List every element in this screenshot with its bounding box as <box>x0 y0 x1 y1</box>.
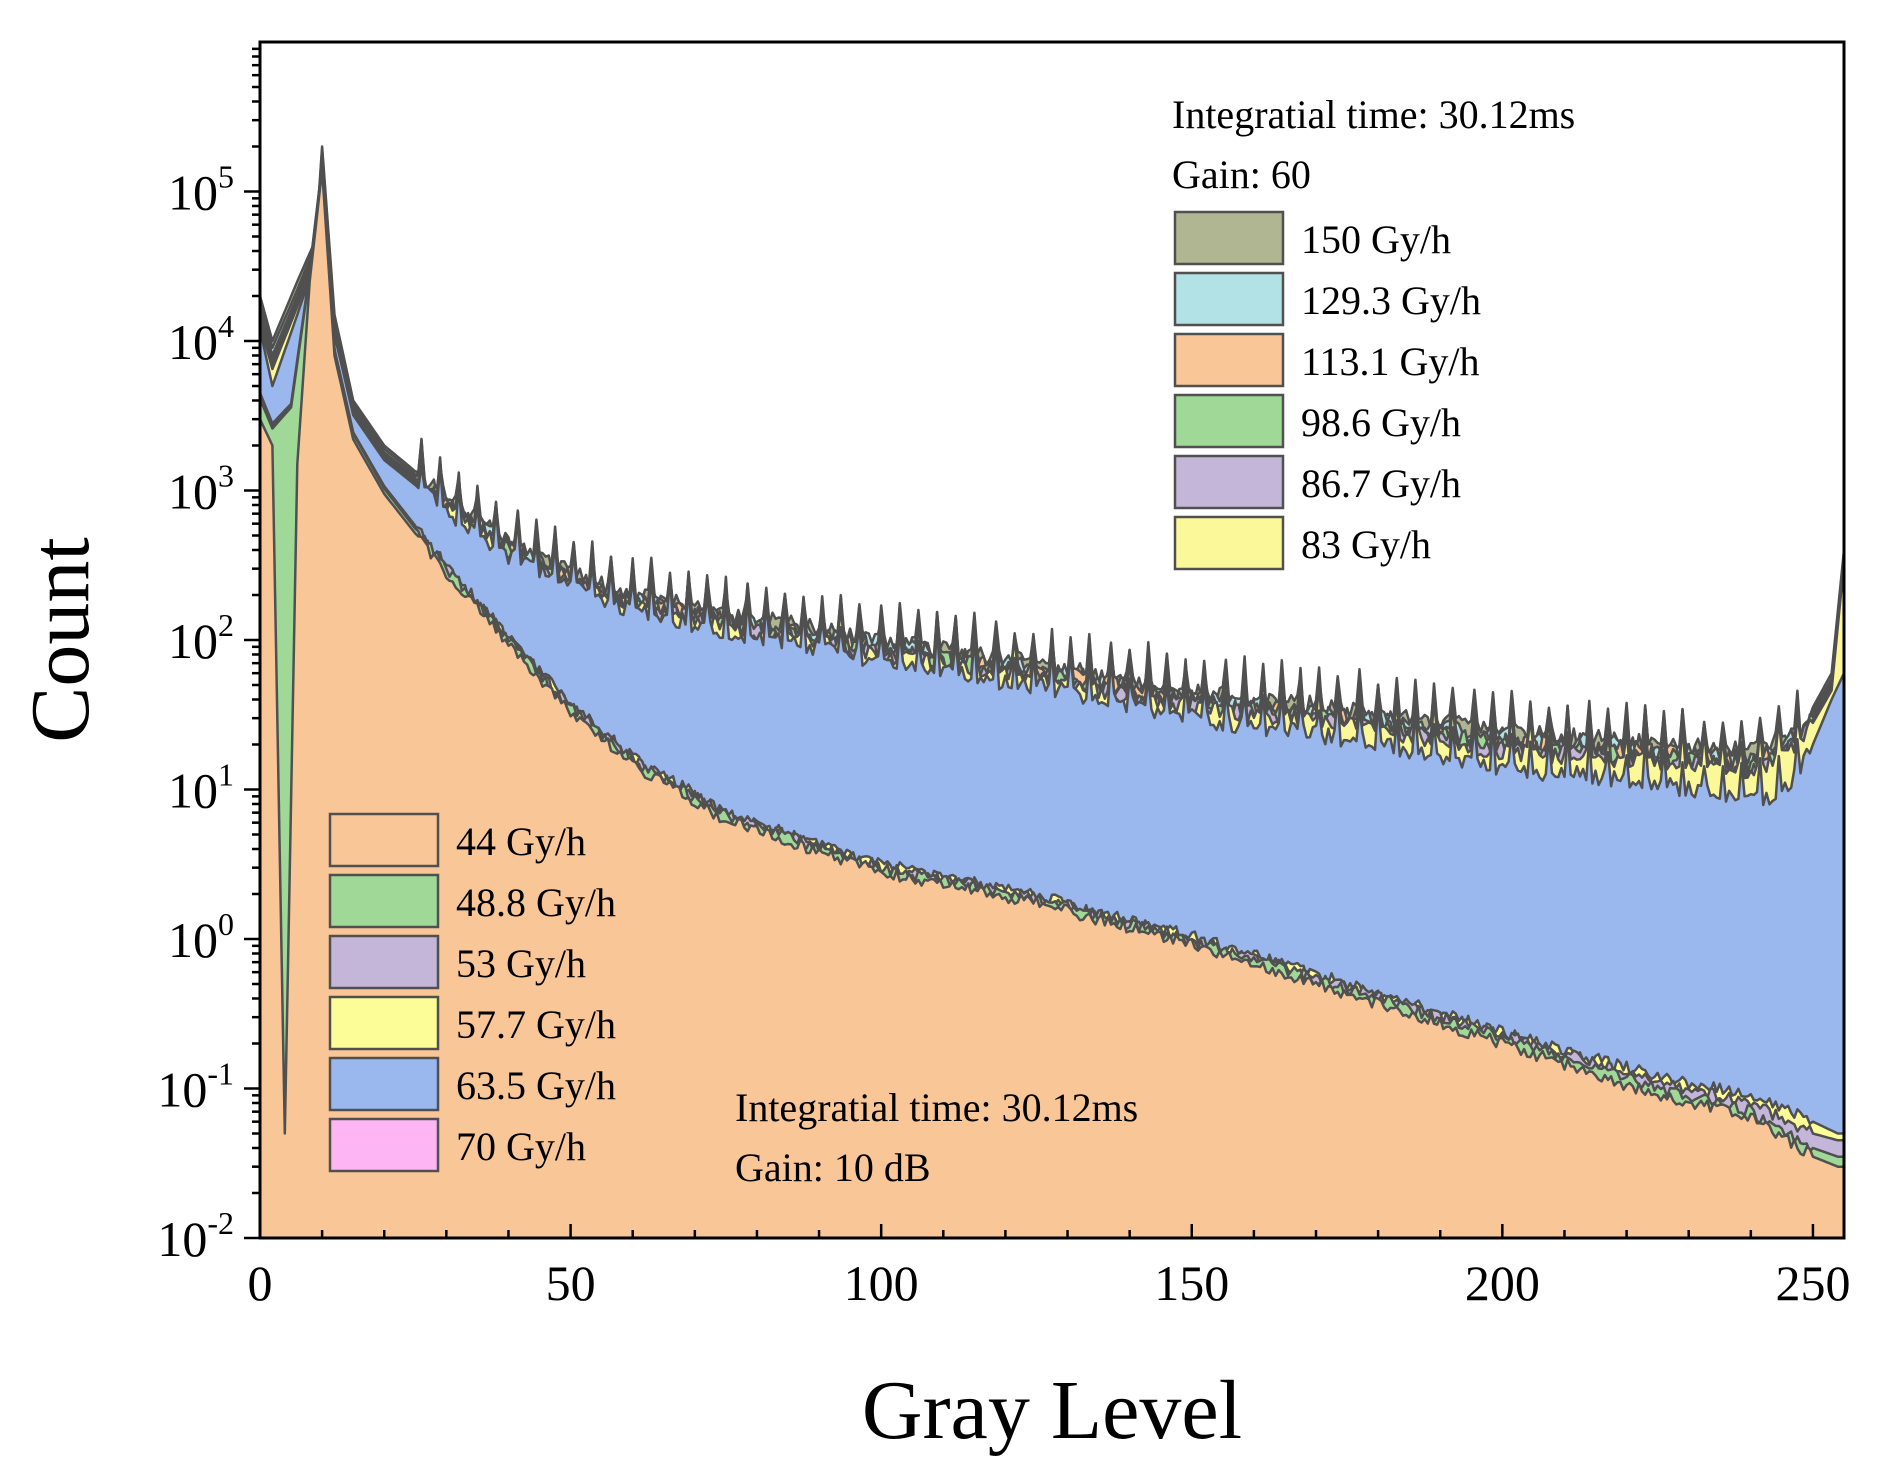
area-series-group <box>260 145 1844 1238</box>
legend-swatch <box>328 1117 440 1173</box>
legend-swatch <box>328 1056 440 1112</box>
y-tick-label: 10-1 <box>157 1056 234 1118</box>
legend-swatch <box>1173 454 1285 510</box>
legend-swatch <box>328 873 440 929</box>
x-tick-label: 250 <box>1775 1255 1850 1311</box>
legend-swatch <box>1173 393 1285 449</box>
legend-bottom: 44 Gy/h 48.8 Gy/h 53 Gy/h 57.7 Gy/h 63.5 Gy/… <box>328 812 616 1173</box>
annotation-top-line1: Integratial time: 30.12ms <box>1172 92 1575 137</box>
y-tick-label: 100 <box>168 906 234 968</box>
y-tick-label: 102 <box>168 607 234 669</box>
annotation-bottom-line2: Gain: 10 dB <box>735 1145 931 1190</box>
y-tick-label: 104 <box>168 308 234 370</box>
x-tick-label: 0 <box>248 1255 273 1311</box>
x-tick-label: 100 <box>844 1255 919 1311</box>
legend-label: 48.8 Gy/h <box>456 880 616 925</box>
legend-swatch <box>328 995 440 1051</box>
legend-label: 98.6 Gy/h <box>1301 400 1461 445</box>
legend-label: 150 Gy/h <box>1301 217 1451 262</box>
annotation-top: Integratial time: 30.12ms Gain: 60 <box>1172 92 1575 197</box>
x-axis-title: Gray Level <box>862 1364 1242 1457</box>
area-44-gy-h <box>260 168 1844 1238</box>
legend-label: 63.5 Gy/h <box>456 1063 616 1108</box>
legend-swatch <box>1173 515 1285 571</box>
x-tick-label: 150 <box>1154 1255 1229 1311</box>
legend-label: 113.1 Gy/h <box>1301 339 1480 384</box>
legend-swatch <box>1173 332 1285 388</box>
annotation-bottom: Integratial time: 30.12ms Gain: 10 dB <box>735 1085 1138 1190</box>
legend-label: 83 Gy/h <box>1301 522 1431 567</box>
legend-label: 86.7 Gy/h <box>1301 461 1461 506</box>
legend-label: 44 Gy/h <box>456 819 586 864</box>
legend-swatch <box>328 934 440 990</box>
legend-label: 57.7 Gy/h <box>456 1002 616 1047</box>
legend-swatch <box>1173 210 1285 266</box>
legend-top: 150 Gy/h 129.3 Gy/h 113.1 Gy/h 98.6 Gy/h 86.… <box>1173 210 1481 571</box>
y-tick-label: 101 <box>168 757 234 819</box>
annotation-top-line2: Gain: 60 <box>1172 152 1311 197</box>
legend-swatch <box>1173 271 1285 327</box>
y-tick-label: 10-2 <box>157 1205 234 1267</box>
x-tick-label: 50 <box>546 1255 596 1311</box>
x-axis: 0 50 100 150 200 250 <box>248 1224 1850 1311</box>
legend-label: 129.3 Gy/h <box>1301 278 1481 323</box>
legend-swatch <box>328 812 440 868</box>
legend-label: 70 Gy/h <box>456 1124 586 1169</box>
y-axis: 10-2 10-1 100 101 102 103 104 105 <box>157 47 260 1267</box>
legend-label: 53 Gy/h <box>456 941 586 986</box>
y-tick-label: 105 <box>168 159 234 221</box>
annotation-bottom-line1: Integratial time: 30.12ms <box>735 1085 1138 1130</box>
x-tick-label: 200 <box>1465 1255 1540 1311</box>
y-axis-title: Count <box>14 537 107 742</box>
y-tick-label: 103 <box>168 458 234 520</box>
